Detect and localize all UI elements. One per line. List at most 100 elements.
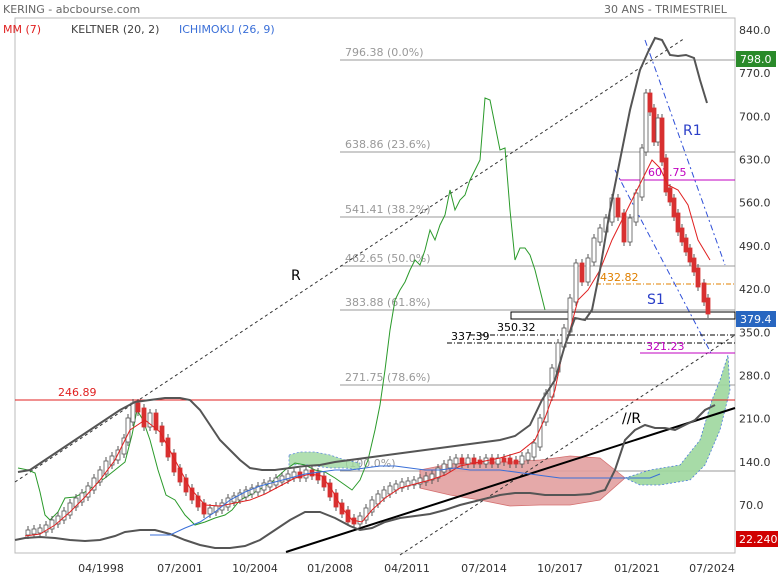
- candle: [531, 442, 537, 458]
- annotation-r1: R1: [683, 123, 702, 139]
- candle: [237, 492, 243, 501]
- candle: [279, 475, 285, 483]
- y-tick-label: 140.0: [739, 456, 771, 469]
- candle: [507, 457, 513, 465]
- candle: [647, 92, 653, 113]
- candle: [31, 528, 37, 535]
- candle: [465, 457, 471, 465]
- candle: [363, 507, 369, 521]
- candle: [43, 524, 49, 533]
- candle: [109, 455, 115, 466]
- candle: [201, 502, 207, 515]
- y-tick-label: 210.0: [739, 413, 771, 426]
- candle: [285, 473, 291, 481]
- candle: [525, 452, 531, 461]
- x-tick-label: 07/2014: [461, 562, 507, 575]
- candle: [25, 529, 31, 536]
- candle: [423, 475, 429, 483]
- candle: [130, 402, 136, 423]
- candle: [249, 487, 255, 495]
- candle: [687, 247, 693, 263]
- low-price-badge: 22.240: [739, 533, 778, 546]
- candle: [135, 402, 141, 413]
- level-label: 321.23: [646, 340, 685, 353]
- candle: [671, 197, 677, 218]
- last-price-badge: 798.0: [740, 53, 772, 66]
- moving-average-line: [24, 159, 711, 537]
- candle: [459, 457, 465, 465]
- candle: [453, 457, 459, 465]
- candle: [679, 227, 685, 243]
- candle: [633, 192, 639, 223]
- candle: [513, 459, 519, 465]
- candle: [621, 212, 627, 243]
- chikou-span-line: [17, 97, 546, 526]
- x-axis: 04/1998 07/2001 10/2004 01/2008 04/2011 07/20…: [78, 562, 735, 575]
- candle: [141, 407, 147, 428]
- candle: [705, 297, 711, 315]
- candle: [147, 412, 153, 428]
- fib-label: 796.38 (0.0%): [345, 46, 424, 59]
- trend-channel: [14, 37, 736, 556]
- chart-header-period: 30 ANS - TRIMESTRIEL: [604, 3, 728, 16]
- candle: [103, 460, 109, 475]
- candle: [189, 487, 195, 501]
- y-tick-label: 560.0: [739, 197, 771, 210]
- candle: [441, 463, 447, 473]
- x-tick-label: 07/2001: [157, 562, 203, 575]
- candle: [207, 507, 213, 515]
- candle: [435, 467, 441, 479]
- candle: [489, 457, 495, 465]
- candle: [125, 417, 131, 443]
- fibonacci-levels: 796.38 (0.0%) 638.86 (23.6%) 541.41 (38.2%…: [340, 46, 735, 472]
- candle: [639, 147, 645, 198]
- candle: [683, 237, 689, 253]
- candle: [501, 457, 507, 463]
- candle: [663, 157, 669, 193]
- candle: [357, 515, 363, 525]
- candle: [691, 257, 697, 273]
- current-price-badge: 379.4: [740, 313, 772, 326]
- channel-upper-line: [14, 37, 686, 483]
- candle: [121, 437, 127, 455]
- candle: [659, 117, 665, 163]
- candle: [159, 425, 165, 443]
- y-tick-label: 280.0: [739, 369, 771, 382]
- candle: [369, 499, 375, 513]
- cloud-green-2: [623, 354, 731, 486]
- candle: [177, 467, 183, 483]
- candle: [429, 473, 435, 481]
- y-tick-label: 770.0: [739, 67, 771, 80]
- candle: [519, 455, 525, 465]
- candle: [695, 267, 701, 288]
- candle: [627, 217, 633, 243]
- legend-mm: MM (7): [3, 23, 41, 36]
- candle: [153, 412, 159, 431]
- y-tick-label: 70.0: [739, 499, 764, 512]
- chart-header-symbol: KERING - abcbourse.com: [3, 3, 140, 16]
- candle: [585, 257, 591, 283]
- level-label: 246.89: [58, 386, 97, 399]
- candle: [655, 117, 661, 143]
- y-tick-label: 490.0: [739, 240, 771, 253]
- candle: [225, 497, 231, 508]
- fib-label: 638.86 (23.6%): [345, 138, 431, 151]
- x-tick-label: 04/1998: [78, 562, 124, 575]
- candle: [381, 489, 387, 499]
- x-tick-label: 07/2024: [689, 562, 735, 575]
- candle: [399, 481, 405, 489]
- candle: [255, 485, 261, 493]
- annotation-s1: S1: [647, 292, 665, 308]
- candle: [417, 477, 423, 485]
- candle: [243, 489, 249, 498]
- fib-label: 541.41 (38.2%): [345, 203, 431, 216]
- y-tick-label: 840.0: [739, 24, 771, 37]
- candle: [97, 469, 103, 483]
- r1-line: [644, 39, 726, 266]
- keltner-lower-band: [14, 404, 716, 549]
- candle: [651, 107, 657, 143]
- support-zone-box: [510, 311, 736, 320]
- fib-label: 462.65 (50.0%): [345, 252, 431, 265]
- level-label: 432.82: [600, 271, 639, 284]
